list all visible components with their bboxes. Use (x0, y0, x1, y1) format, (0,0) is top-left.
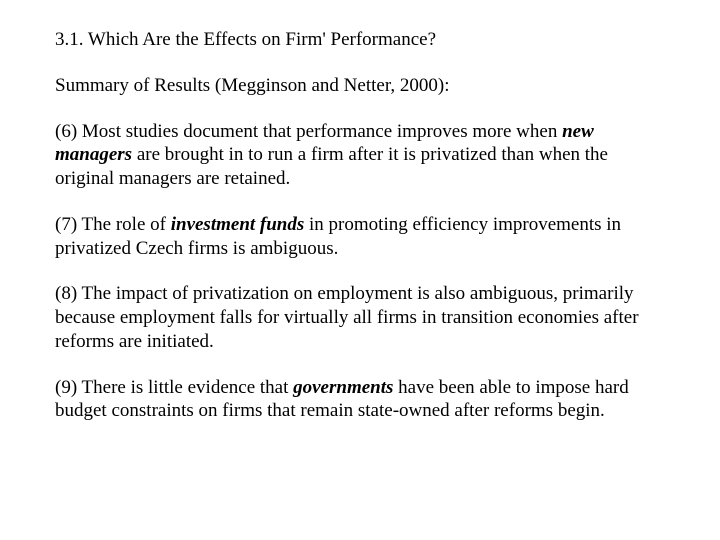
point-7: (7) The role of investment funds in prom… (55, 213, 665, 261)
point-6-pre: (6) Most studies document that performan… (55, 121, 562, 142)
point-9-emphasis: governments (293, 377, 393, 398)
point-9: (9) There is little evidence that govern… (55, 376, 665, 424)
summary-line: Summary of Results (Megginson and Netter… (55, 74, 665, 98)
point-7-emphasis: investment funds (171, 214, 305, 235)
point-9-pre: (9) There is little evidence that (55, 377, 293, 398)
point-6: (6) Most studies document that performan… (55, 120, 665, 191)
point-6-post: are brought in to run a firm after it is… (55, 144, 608, 189)
point-8: (8) The impact of privatization on emplo… (55, 282, 665, 353)
point-7-pre: (7) The role of (55, 214, 171, 235)
section-title: 3.1. Which Are the Effects on Firm' Perf… (55, 28, 665, 52)
